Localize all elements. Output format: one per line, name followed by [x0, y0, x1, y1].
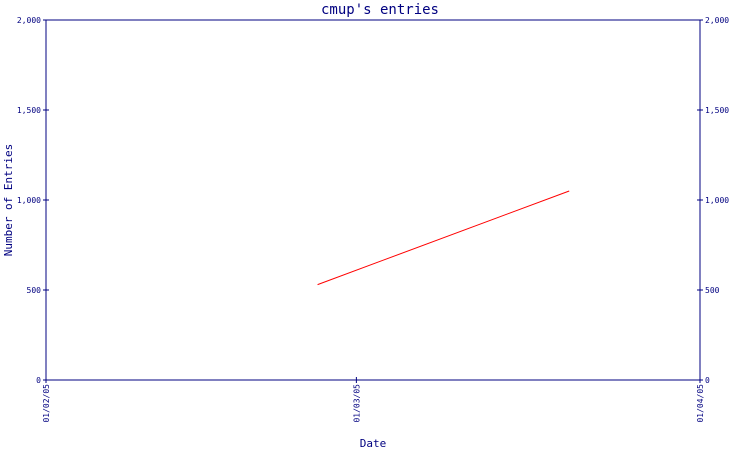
- y-tick-label-right: 2,000: [705, 16, 729, 25]
- x-axis-label: Date: [360, 437, 387, 450]
- y-tick-label-left: 1,000: [17, 196, 41, 205]
- y-tick-label-right: 1,500: [705, 106, 729, 115]
- y-tick-label-left: 1,500: [17, 106, 41, 115]
- y-tick-label-left: 500: [27, 286, 42, 295]
- x-tick-label: 01/03/05: [352, 384, 361, 423]
- x-tick-label: 01/04/05: [696, 384, 705, 423]
- chart-title: cmup's entries: [321, 2, 439, 18]
- x-tick-label: 01/02/05: [42, 384, 51, 423]
- y-tick-label-right: 0: [705, 376, 710, 385]
- plot-area: [45, 19, 701, 381]
- series-layer: [317, 190, 570, 286]
- y-tick-label-left: 0: [36, 376, 41, 385]
- y-axis-label: Number of Entries: [2, 144, 15, 257]
- y-tick-label-left: 2,000: [17, 16, 41, 25]
- tick-layer: 0 0 500 500 1,000 1,000 1,500 1,500 2,000 2,000 01…: [17, 16, 729, 423]
- y-tick-label-right: 500: [705, 286, 720, 295]
- y-tick-label-right: 1,000: [705, 196, 729, 205]
- series-line-0: [317, 190, 570, 286]
